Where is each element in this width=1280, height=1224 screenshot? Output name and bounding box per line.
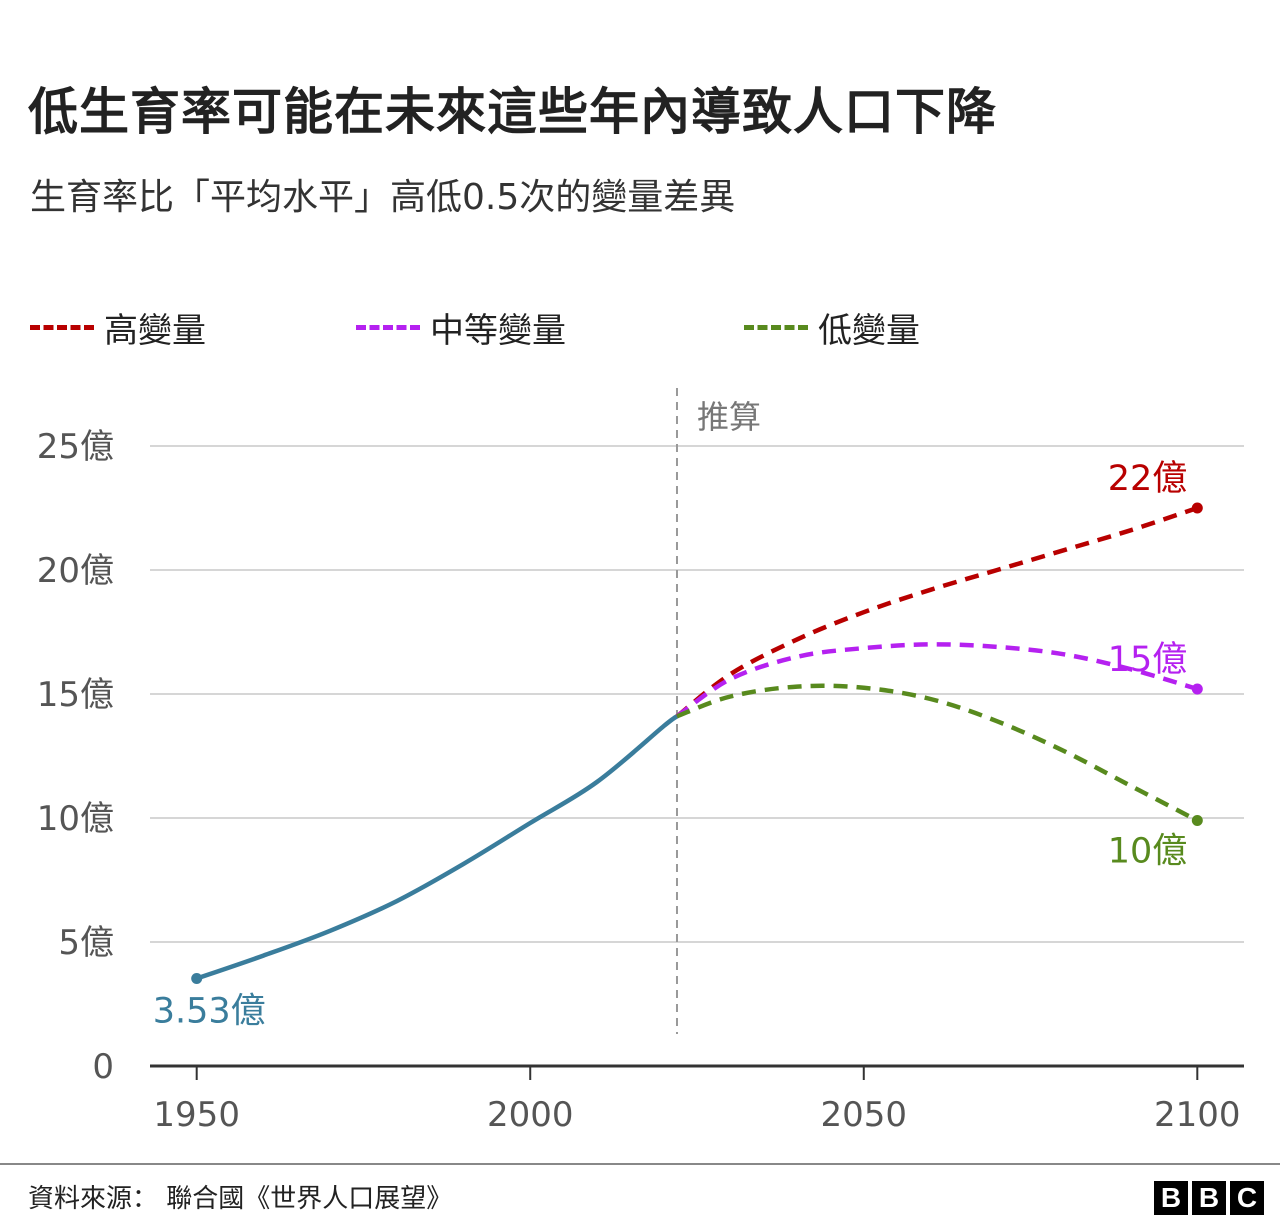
- legend-item-high: 高變量: [30, 305, 206, 351]
- y-tick-label: 15億: [37, 675, 114, 715]
- low-variant-end-dot: [1191, 814, 1203, 826]
- legend-swatch-high: [30, 324, 94, 330]
- low-variant-label: 10億: [1108, 831, 1188, 871]
- chart-title: 低生育率可能在未來這些年內導致人口下降: [28, 83, 997, 141]
- x-tick-label: 2000: [487, 1095, 574, 1135]
- axes: 0 5億 10億 15億 20億 25億 1950 2000 2050 2100: [37, 427, 1244, 1135]
- high-variant-label: 22億: [1108, 459, 1188, 499]
- population-chart: 0 5億 10億 15億 20億 25億 1950 2000 2050 2100 推算 3.53億 2…: [37, 388, 1244, 1135]
- low-variant-line: [676, 683, 1199, 823]
- chart-subtitle: 生育率比「平均水平」高低0.5次的變量差異: [30, 177, 736, 218]
- y-tick-label: 25億: [37, 427, 114, 467]
- historical-start-dot: [191, 972, 203, 984]
- footer-divider: [0, 1163, 1280, 1165]
- logo-letter-b2: B: [1192, 1181, 1226, 1215]
- source-note: 資料來源： 聯合國《世界人口展望》: [28, 1184, 453, 1214]
- y-tick-label: 0: [92, 1047, 114, 1087]
- data-labels: 推算 3.53億 22億 15億 10億: [153, 398, 1188, 1031]
- x-tick-label: 1950: [153, 1095, 240, 1135]
- legend-swatch-medium: [356, 324, 420, 330]
- medium-variant-label: 15億: [1108, 640, 1188, 680]
- bbc-logo: B B C: [1154, 1181, 1264, 1215]
- historical-label: 3.53億: [153, 991, 266, 1031]
- legend-item-medium: 中等變量: [356, 305, 566, 351]
- high-variant-line: [675, 505, 1199, 719]
- logo-letter-c: C: [1230, 1181, 1264, 1215]
- y-tick-label: 20億: [37, 551, 114, 591]
- legend-swatch-low: [744, 324, 808, 330]
- y-tick-label: 5億: [58, 923, 114, 963]
- legend-label-low: 低變量: [818, 310, 920, 351]
- medium-variant-end-dot: [1191, 683, 1203, 695]
- legend-label-high: 高變量: [104, 310, 206, 351]
- y-tick-label: 10億: [37, 799, 114, 839]
- projection-label: 推算: [697, 398, 761, 436]
- legend-item-low: 低變量: [744, 305, 920, 351]
- historical-line: [194, 714, 680, 981]
- x-tick-label: 2050: [821, 1095, 908, 1135]
- high-variant-end-dot: [1191, 502, 1203, 514]
- gridlines: [150, 388, 1244, 1034]
- logo-letter-b1: B: [1154, 1181, 1188, 1215]
- legend-label-medium: 中等變量: [430, 310, 566, 351]
- x-tick-label: 2100: [1154, 1095, 1241, 1135]
- series-lines: [191, 502, 1203, 984]
